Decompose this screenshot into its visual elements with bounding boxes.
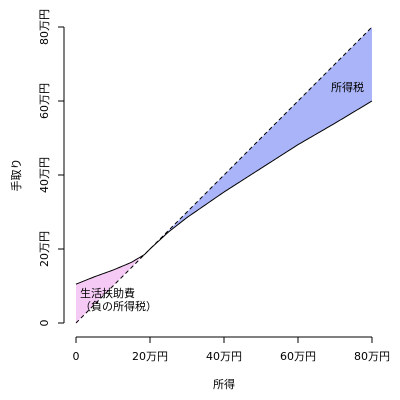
x-axis-label: 所得 <box>213 378 235 391</box>
x-tick-label: 40万円 <box>206 350 242 363</box>
axes: 0 20万円 40万円 60万円 80万円 0 20万円 40万円 60万円 80万円 <box>38 9 390 363</box>
x-ticks: 0 20万円 40万円 60万円 80万円 <box>73 337 390 363</box>
x-tick-label: 0 <box>73 350 80 363</box>
x-tick-label: 20万円 <box>132 350 168 363</box>
y-tick-label: 20万円 <box>38 231 51 267</box>
net-income-line <box>75 100 373 285</box>
y-tick-label: 0 <box>38 320 51 327</box>
tax-annotation: 所得税 <box>331 80 364 94</box>
subsidy-annotation: 生活扶助費（負の所得税） <box>80 286 157 313</box>
x-tick-label: 80万円 <box>354 350 390 363</box>
y-tick-label: 60万円 <box>38 83 51 119</box>
y-tick-label: 80万円 <box>38 9 51 45</box>
series-lines <box>75 26 373 324</box>
subsidy-annotation-line: （負の所得税） <box>80 299 157 313</box>
x-tick-label: 60万円 <box>280 350 316 363</box>
subsidy-annotation-line: 生活扶助費 <box>80 286 135 300</box>
y-axis-label: 手取り <box>9 159 23 192</box>
annotations: 生活扶助費（負の所得税） 所得税 <box>80 80 364 313</box>
y-ticks: 0 20万円 40万円 60万円 80万円 <box>38 9 64 327</box>
y-tick-label: 40万円 <box>38 157 51 193</box>
